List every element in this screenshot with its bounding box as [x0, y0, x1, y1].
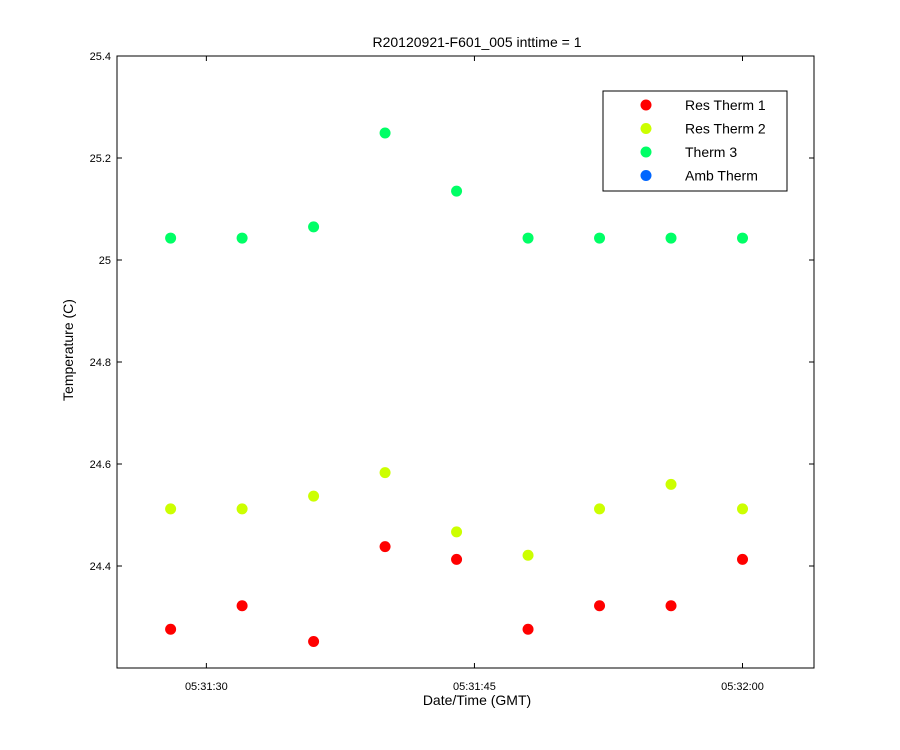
data-point: [379, 541, 391, 553]
legend-box: [602, 90, 788, 192]
data-point: [594, 232, 606, 244]
y-axis-title: Temperature (C): [60, 299, 76, 401]
data-point: [308, 221, 320, 233]
data-point: [451, 185, 463, 197]
x-axis: 05:31:30 05:31:45 05:32:00: [185, 56, 764, 693]
y-tick-label: 24.8: [90, 357, 111, 369]
data-point: [737, 232, 749, 244]
y-tick-label: 25.4: [90, 51, 111, 63]
x-tick-label: 05:31:30: [185, 681, 228, 693]
data-point: [379, 127, 391, 139]
data-point: [308, 490, 320, 502]
data-point: [594, 503, 606, 515]
legend-marker: [640, 99, 652, 111]
data-point: [236, 503, 248, 515]
data-point: [737, 503, 749, 515]
y-tick-label: 24.6: [90, 459, 111, 471]
data-point: [165, 503, 177, 515]
legend-label: Res Therm 1: [685, 97, 766, 113]
data-point: [236, 232, 248, 244]
data-point: [451, 526, 463, 538]
data-point: [451, 553, 463, 565]
chart-title: R20120921-F601_005 inttime = 1: [373, 34, 582, 50]
legend-label: Res Therm 2: [685, 121, 766, 137]
data-point: [236, 600, 248, 612]
data-point: [522, 232, 534, 244]
data-points: [165, 127, 749, 647]
data-point: [379, 467, 391, 479]
y-tick-label: 25: [99, 255, 111, 267]
y-tick-label: 25.2: [90, 153, 111, 165]
x-axis-title: Date/Time (GMT): [423, 692, 531, 708]
data-point: [737, 553, 749, 565]
data-point: [665, 232, 677, 244]
data-point: [522, 623, 534, 635]
y-tick-label: 24.4: [90, 561, 111, 573]
data-point: [165, 232, 177, 244]
data-point: [308, 635, 320, 647]
legend-label: Amb Therm: [685, 168, 758, 184]
legend-marker: [640, 146, 652, 158]
legend-label: Therm 3: [685, 144, 737, 160]
data-point: [665, 600, 677, 612]
legend-marker: [640, 123, 652, 134]
legend-marker: [640, 170, 652, 181]
legend: Res Therm 1 Res Therm 2 Therm 3 Amb Therm: [602, 90, 788, 192]
data-point: [594, 600, 606, 612]
data-point: [522, 549, 534, 561]
x-tick-label: 05:31:45: [453, 681, 496, 693]
data-point: [165, 623, 177, 635]
x-tick-label: 05:32:00: [721, 681, 764, 693]
data-point: [665, 478, 677, 490]
y-axis: 24.4 24.6 24.8 25 25.2 25.4: [90, 51, 814, 573]
